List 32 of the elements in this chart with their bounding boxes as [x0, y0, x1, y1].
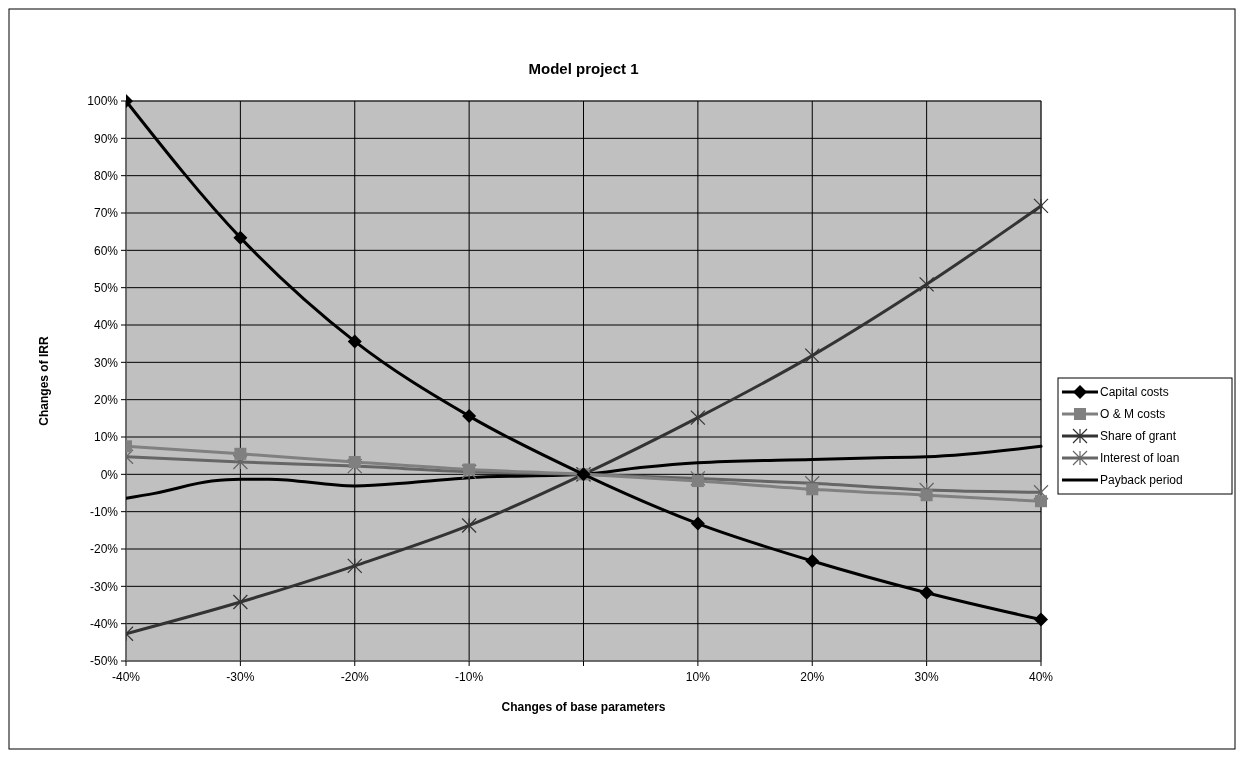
y-tick-label: -40%: [89, 616, 119, 631]
legend-label: Share of grant: [1100, 429, 1177, 444]
y-tick-label: 70%: [93, 206, 119, 221]
legend-label: Payback period: [1100, 473, 1183, 488]
y-axis-title: Changes of IRR: [37, 336, 51, 426]
y-tick-label: 10%: [93, 430, 119, 445]
legend-label: Capital costs: [1100, 385, 1169, 400]
x-tick-label: 20%: [800, 670, 825, 684]
y-tick-label: 60%: [93, 243, 119, 258]
x-tick-label: -30%: [226, 670, 255, 684]
y-tick-label: -20%: [89, 542, 119, 557]
y-tick-label: 80%: [93, 168, 119, 183]
legend-label: O & M costs: [1100, 407, 1166, 422]
x-tick-label: 30%: [914, 670, 939, 684]
y-tick-label: 20%: [93, 392, 119, 407]
x-tick-label: -40%: [111, 670, 141, 684]
chart-title: Model project 1: [528, 60, 639, 77]
y-tick-label: 50%: [93, 280, 119, 295]
y-tick-label: 0%: [100, 467, 119, 482]
x-tick-label: 40%: [1028, 670, 1054, 684]
x-tick-label: -20%: [340, 670, 370, 684]
y-tick-label: 100%: [87, 94, 119, 109]
x-tick-label: -10%: [455, 670, 484, 684]
y-tick-label: 30%: [93, 355, 119, 370]
y-tick-label: -30%: [89, 579, 119, 594]
y-tick-label: -50%: [89, 654, 119, 669]
x-tick-label: 10%: [685, 670, 711, 684]
y-tick-label: -10%: [89, 504, 119, 519]
legend-label: Interest of loan: [1100, 451, 1180, 466]
x-axis-title: Changes of base parameters: [501, 700, 666, 714]
y-tick-label: 90%: [93, 131, 119, 146]
y-tick-label: 40%: [93, 318, 119, 333]
